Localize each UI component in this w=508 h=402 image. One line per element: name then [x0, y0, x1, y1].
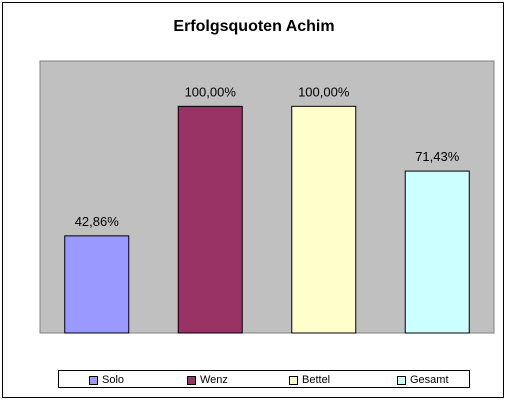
bar-bettel [291, 105, 357, 334]
legend-item-solo: Solo [89, 373, 124, 387]
bar-gesamt [404, 170, 470, 334]
legend-label-solo: Solo [102, 374, 125, 386]
data-label-bettel: 100,00% [298, 84, 350, 99]
legend: Solo Wenz Bettel Gesamt [58, 370, 470, 388]
legend-item-bettel: Bettel [289, 373, 330, 387]
legend-swatch-solo [89, 375, 98, 385]
bars-group: 42,86% 100,00% 100,00% 71,43% [64, 84, 470, 334]
legend-swatch-gesamt [397, 375, 406, 385]
legend-label-gesamt: Gesamt [410, 374, 449, 386]
data-label-gesamt: 71,43% [415, 149, 460, 164]
legend-swatch-wenz [187, 375, 196, 385]
data-label-solo: 42,86% [75, 214, 120, 229]
chart-title: Erfolgsquoten Achim [173, 18, 335, 35]
legend-label-wenz: Wenz [200, 374, 228, 386]
legend-label-bettel: Bettel [302, 374, 331, 386]
data-label-wenz: 100,00% [185, 84, 237, 99]
bar-solo [64, 235, 130, 334]
bar-wenz [177, 105, 243, 334]
legend-swatch-bettel [289, 375, 298, 385]
legend-item-gesamt: Gesamt [397, 373, 449, 387]
legend-item-wenz: Wenz [187, 373, 228, 387]
